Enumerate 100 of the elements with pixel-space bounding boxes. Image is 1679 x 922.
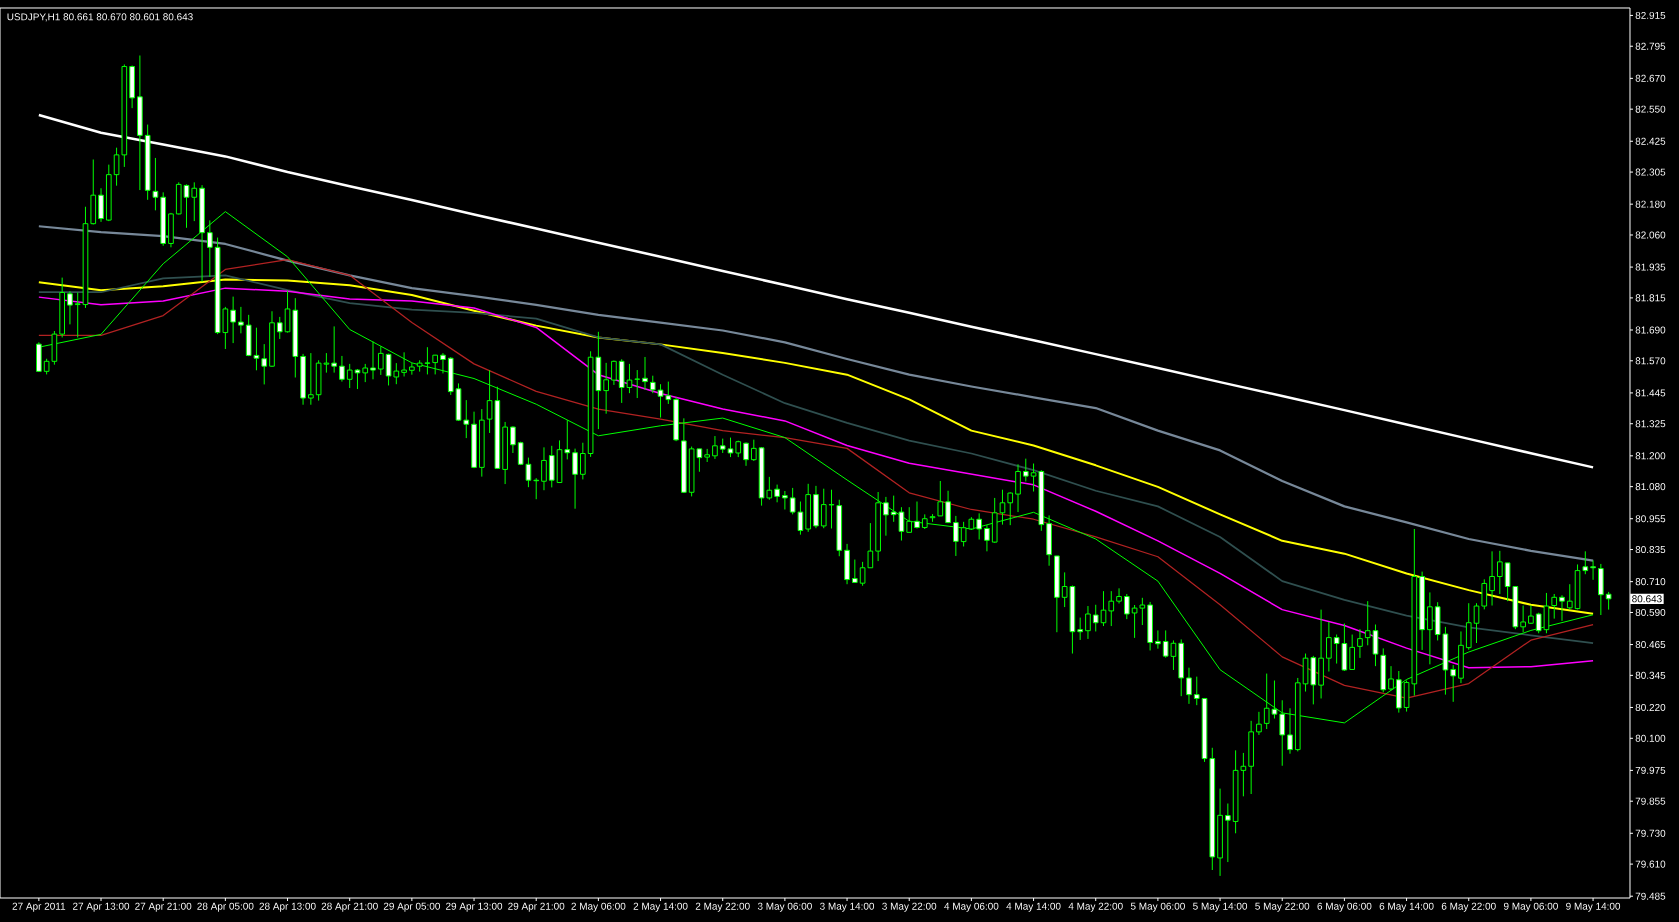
candlestick [1123, 593, 1130, 620]
candlestick [183, 183, 190, 229]
candlestick [1186, 667, 1192, 705]
candlestick [206, 219, 213, 278]
candlestick [1481, 578, 1488, 610]
y-tick-label: 79.610 [1635, 860, 1666, 868]
x-tick-label: 6 May 06:00 [1317, 902, 1372, 912]
y-tick-label: 82.180 [1635, 200, 1666, 208]
candlestick [1007, 491, 1014, 526]
candlestick [976, 512, 982, 541]
y-tick-label: 80.710 [1635, 578, 1666, 586]
x-tick-label: 3 May 14:00 [820, 902, 875, 912]
candlestick [580, 442, 586, 480]
chart-title: USDJPY,H1 80.661 80.670 80.601 80.643 [7, 13, 193, 22]
x-tick-label: 2 May 14:00 [633, 902, 688, 912]
candlestick [463, 399, 470, 439]
candlestick [1022, 458, 1029, 482]
x-tick-label: 9 May 06:00 [1503, 902, 1558, 912]
candlestick [883, 496, 889, 537]
candlestick [331, 325, 337, 374]
candlestick [401, 351, 407, 377]
candlestick [1489, 550, 1495, 607]
candlestick [74, 292, 81, 338]
x-tick-label: 3 May 06:00 [757, 902, 812, 912]
y-tick-label: 82.550 [1635, 105, 1666, 113]
candlestick [906, 506, 913, 533]
candlestick [953, 515, 959, 557]
x-tick-label: 4 May 14:00 [1006, 902, 1061, 912]
candlestick [1427, 591, 1433, 665]
candlestick [152, 157, 159, 211]
candlestick [1388, 665, 1394, 691]
line-series [37, 225, 1595, 562]
y-tick-label: 82.305 [1635, 168, 1666, 176]
candlestick [1520, 605, 1526, 633]
candlestick [782, 490, 788, 510]
candlestick [1225, 803, 1231, 863]
y-tick-label: 80.220 [1635, 703, 1666, 711]
x-tick-label: 3 May 22:00 [882, 902, 937, 912]
candlestick [191, 181, 198, 222]
x-tick-label: 5 May 14:00 [1193, 902, 1248, 912]
y-tick-label: 82.425 [1635, 137, 1666, 145]
candlestick [1590, 559, 1596, 581]
candlestick [409, 362, 415, 376]
x-tick-label: 27 Apr 21:00 [135, 902, 192, 912]
y-tick-label: 80.835 [1635, 546, 1666, 554]
candlestick [362, 363, 369, 383]
x-tick-label: 5 May 22:00 [1255, 902, 1310, 912]
candlestick [67, 290, 73, 325]
line-series [37, 113, 1595, 469]
candlestick [642, 356, 648, 391]
candlestick [377, 345, 384, 376]
candlestick [727, 437, 734, 458]
candlestick [1326, 621, 1332, 673]
y-tick-label: 81.325 [1635, 420, 1666, 428]
candlestick [541, 446, 547, 491]
y-tick-label: 80.345 [1635, 671, 1666, 679]
candlestick [238, 306, 244, 334]
y-tick-label: 79.855 [1635, 797, 1666, 805]
candlestick [611, 360, 617, 386]
y-tick-label: 82.060 [1635, 231, 1666, 239]
x-tick-label: 29 Apr 21:00 [508, 902, 565, 912]
candlestick [1349, 634, 1355, 670]
candlestick [603, 362, 609, 415]
candlestick [1566, 583, 1573, 610]
candlestick [1551, 593, 1558, 620]
candlestick [1559, 594, 1565, 622]
y-tick-label: 79.730 [1635, 829, 1666, 837]
candlestick [1357, 628, 1363, 659]
y-tick-label: 81.445 [1635, 389, 1666, 397]
y-tick-label: 82.915 [1635, 11, 1666, 19]
candlestick [712, 435, 718, 460]
candlestick [1108, 590, 1115, 627]
x-tick-label: 29 Apr 05:00 [383, 902, 440, 912]
candlestick [339, 355, 345, 383]
x-tick-label: 27 Apr 2011 [12, 902, 66, 912]
y-tick-label: 79.485 [1635, 892, 1666, 900]
candlestick [261, 343, 268, 385]
candlestick [914, 501, 920, 529]
x-tick-label: 4 May 06:00 [944, 902, 999, 912]
y-tick-label: 81.815 [1635, 294, 1666, 302]
y-tick-label: 80.465 [1635, 641, 1666, 649]
candlestick [634, 369, 641, 399]
candlestick [1077, 617, 1084, 641]
candlestick [828, 489, 835, 529]
x-tick-label: 28 Apr 05:00 [197, 902, 254, 912]
x-tick-label: 6 May 14:00 [1379, 902, 1434, 912]
y-tick-label: 81.570 [1635, 357, 1666, 365]
candlestick [1256, 711, 1262, 736]
candlestick [230, 296, 236, 344]
candlestick [276, 316, 283, 340]
candlestick [945, 490, 951, 524]
x-tick-label: 2 May 06:00 [571, 902, 626, 912]
y-tick-label: 82.670 [1635, 74, 1666, 82]
candlestick [1092, 604, 1099, 632]
y-tick-label: 81.935 [1635, 263, 1666, 271]
candlestick [572, 448, 578, 510]
x-tick-label: 29 Apr 13:00 [446, 902, 503, 912]
x-tick-label: 9 May 14:00 [1566, 902, 1621, 912]
candlestick [1364, 600, 1371, 646]
candlestick [820, 488, 827, 529]
